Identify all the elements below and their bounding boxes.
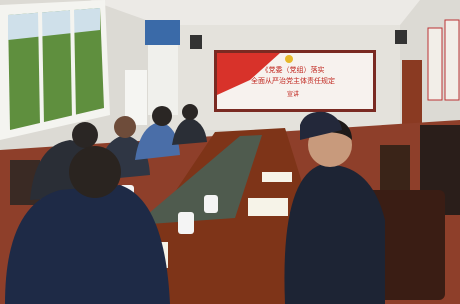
- person-head: [114, 116, 136, 138]
- paper: [248, 198, 288, 216]
- photo: 《党委（党组）落实 全面从严治党主体责任规定 宣讲: [0, 0, 460, 304]
- person-head: [69, 146, 121, 198]
- page: 《党委（党组）落实 全面从严治党主体责任规定 宣讲 (() => { const…: [0, 0, 460, 304]
- person-head: [152, 106, 172, 126]
- speaker: [190, 35, 202, 49]
- window-right: [148, 45, 178, 115]
- screen-title-line: 《党委（党组）落实: [262, 65, 325, 74]
- party-emblem: [285, 55, 293, 63]
- poster: [428, 28, 442, 100]
- curtain: [145, 20, 180, 45]
- person-head: [72, 122, 98, 148]
- cup: [204, 195, 218, 213]
- screen-title-line: 宣讲: [287, 90, 299, 98]
- cup: [178, 212, 194, 234]
- screen-title-line: 全面从严治党主体责任规定: [251, 76, 335, 85]
- paper: [262, 172, 292, 182]
- speaker: [395, 30, 407, 44]
- window-mullion: [40, 12, 42, 125]
- poster: [445, 20, 459, 100]
- window-mullion: [72, 10, 74, 118]
- person-head: [182, 104, 198, 120]
